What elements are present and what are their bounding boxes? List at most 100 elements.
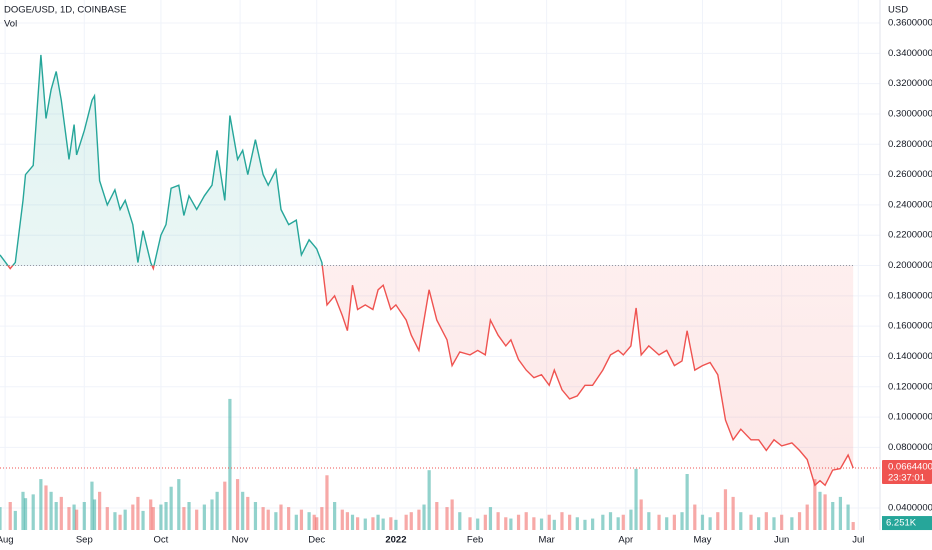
volume-bar <box>601 514 605 530</box>
volume-bar <box>823 494 827 530</box>
area-below <box>7 265 854 486</box>
volume-bar <box>805 504 809 530</box>
x-tick-label: Apr <box>618 535 633 546</box>
x-tick-label: Nov <box>232 535 249 546</box>
volume-bar <box>764 512 768 530</box>
volume-bar <box>363 518 367 530</box>
volume-bar <box>177 479 181 530</box>
chart-title: DOGE/USD, 1D, COINBASE <box>4 5 126 16</box>
volume-bar <box>164 502 168 530</box>
volume-bar <box>780 514 784 530</box>
volume-bar <box>404 514 408 530</box>
volume-bar <box>621 514 625 530</box>
volume-bar <box>340 509 344 530</box>
volume-bar <box>476 518 480 530</box>
volume-bar <box>409 512 413 530</box>
last-price-label: 0.06644000 <box>888 461 932 472</box>
volume-bar <box>716 512 720 530</box>
volume-bar <box>838 496 843 530</box>
volume-bar <box>797 512 802 530</box>
volume-bar <box>568 514 572 530</box>
volume-bar <box>356 517 360 530</box>
volume-bar <box>149 499 153 530</box>
volume-bar <box>151 507 155 530</box>
volume-bar <box>228 398 232 530</box>
volume-bar <box>312 514 316 530</box>
volume-bar <box>639 499 643 530</box>
volume-bar <box>560 512 564 530</box>
volume-tag <box>882 516 932 531</box>
x-tick-label: Jul <box>852 535 864 546</box>
volume-bar <box>223 481 227 530</box>
volume-bar <box>246 496 250 530</box>
x-tick-label: May <box>693 535 711 546</box>
volume-bar <box>583 519 587 530</box>
price-axis-bg <box>880 0 932 550</box>
volume-bar <box>118 514 122 530</box>
volume-bar <box>54 502 58 530</box>
volume-bar <box>235 479 240 530</box>
volume-bar <box>287 507 291 530</box>
volume-bar <box>665 517 669 530</box>
volume-bar <box>215 491 219 530</box>
volume-bar <box>131 504 135 530</box>
volume-bar <box>141 510 145 530</box>
volume-bar <box>136 496 140 530</box>
volume-bar <box>82 502 86 530</box>
volume-bar <box>39 479 43 530</box>
volume-bar <box>539 518 544 530</box>
volume-bar <box>279 504 283 530</box>
volume-bar <box>680 512 684 530</box>
volume-bar <box>647 512 651 530</box>
volume-bar <box>381 518 385 530</box>
volume-bar <box>159 504 163 530</box>
volume-bar <box>757 517 761 530</box>
volume-bar <box>72 504 76 530</box>
volume-bar <box>616 517 620 530</box>
volume-bar <box>629 509 633 530</box>
y-tick-label: 0.36000000 <box>888 18 932 29</box>
volume-bar <box>749 514 753 530</box>
x-tick-label: Jun <box>774 535 789 546</box>
volume-bar <box>195 509 199 530</box>
volume-bar <box>187 502 191 530</box>
volume-bar <box>394 519 398 530</box>
axis-unit: USD <box>888 5 908 16</box>
x-tick-label: Oct <box>154 535 169 546</box>
volume-bar <box>657 514 661 530</box>
volume-bar <box>818 491 822 530</box>
volume-bar <box>417 509 421 530</box>
volume-bar <box>182 507 186 530</box>
volume-bar <box>685 474 689 530</box>
volume-bar <box>294 514 298 530</box>
volume-bar <box>333 502 337 530</box>
x-tick-label: Feb <box>467 535 483 546</box>
area-above <box>0 54 854 266</box>
x-tick-label: Mar <box>538 535 554 546</box>
volume-bar <box>483 514 487 530</box>
volume-bar <box>90 481 94 530</box>
volume-bar <box>44 485 48 530</box>
volume-bar <box>389 517 393 530</box>
volume-bar <box>31 494 35 530</box>
volume-bar <box>458 512 462 530</box>
volume-bar <box>320 507 324 530</box>
volume-bar <box>113 512 117 530</box>
volume-bar <box>376 514 380 530</box>
volume-bar <box>608 512 613 530</box>
volume-bar <box>739 512 743 530</box>
volume-bar <box>21 491 25 530</box>
volume-bar <box>790 517 794 530</box>
volume-bar <box>123 509 127 530</box>
volume-label: 6.251K <box>886 518 917 529</box>
volume-bar <box>422 504 426 530</box>
